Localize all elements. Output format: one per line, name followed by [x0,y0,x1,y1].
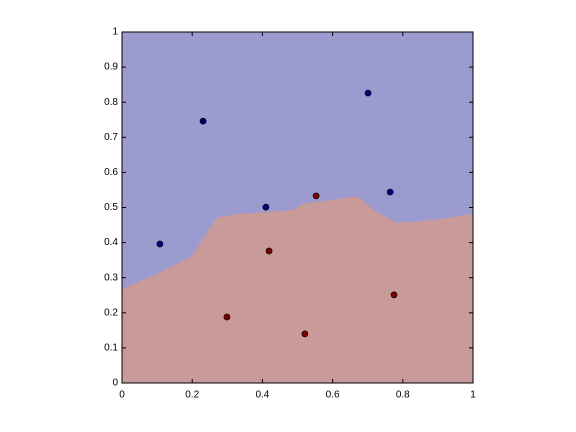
x-tick-label: 0.8 [396,390,410,401]
x-tick-label: 0.2 [185,390,199,401]
x-tick-label: 0.6 [326,390,340,401]
data-point [390,291,398,299]
data-point [199,117,207,125]
y-tick-label: 0.2 [104,307,118,318]
x-tick-label: 1 [470,390,476,401]
y-tick-label: 0.5 [104,202,118,213]
data-point [364,89,372,97]
y-tick-label: 0 [112,378,118,389]
data-point [301,330,309,338]
y-tick-label: 0.4 [104,237,118,248]
y-tick-label: 0.1 [104,343,118,354]
x-tick-label: 0.4 [255,390,269,401]
data-point [312,192,320,200]
data-point [223,313,231,321]
data-point [262,203,270,211]
decision-boundary [121,196,474,291]
data-point [265,247,273,255]
region-lower [122,196,473,383]
y-tick-label: 0.6 [104,167,118,178]
y-tick-label: 0.7 [104,132,118,143]
data-point [386,188,394,196]
data-point [156,240,164,248]
y-tick-label: 0.8 [104,97,118,108]
y-tick-label: 1 [112,27,118,38]
y-tick-label: 0.3 [104,272,118,283]
x-tick-label: 0 [119,390,125,401]
y-tick-label: 0.9 [104,62,118,73]
